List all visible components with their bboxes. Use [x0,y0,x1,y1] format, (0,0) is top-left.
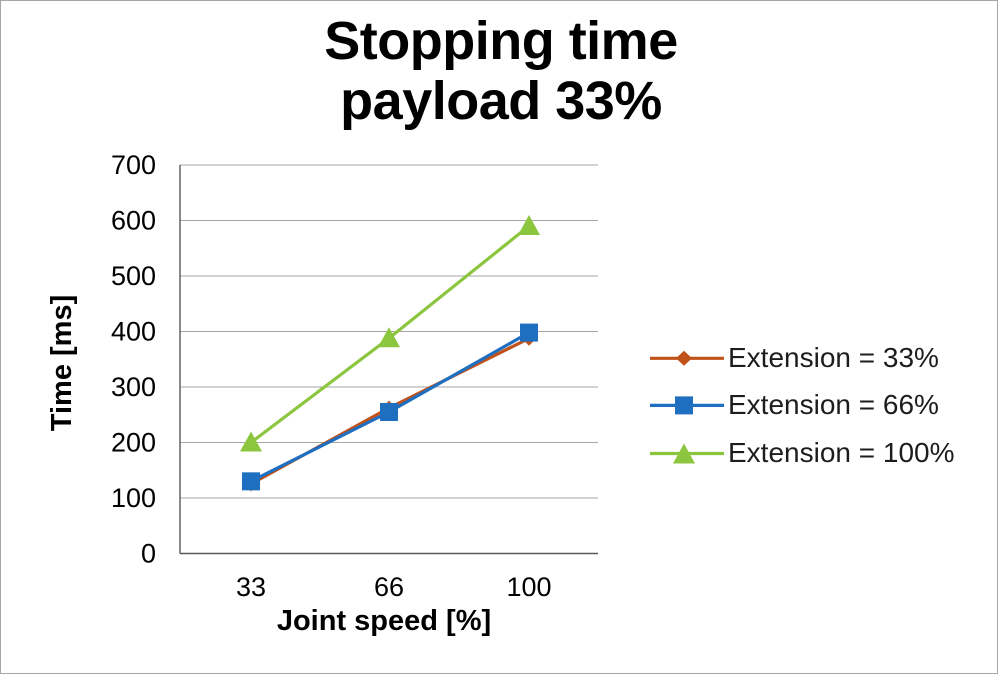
svg-text:600: 600 [111,206,156,236]
svg-text:66: 66 [374,572,404,602]
svg-text:700: 700 [111,150,156,180]
svg-text:200: 200 [111,428,156,458]
svg-text:Extension = 33%: Extension = 33% [728,342,939,373]
svg-text:Time [ms]: Time [ms] [46,295,78,431]
svg-text:400: 400 [111,317,156,347]
svg-text:Extension = 66%: Extension = 66% [728,389,939,420]
svg-text:Joint speed [%]: Joint speed [%] [277,605,491,637]
svg-text:33: 33 [236,572,266,602]
svg-text:Extension = 100%: Extension = 100% [728,437,955,468]
svg-text:100: 100 [111,483,156,513]
svg-text:500: 500 [111,261,156,291]
svg-text:0: 0 [141,539,156,569]
svg-text:300: 300 [111,372,156,402]
svg-text:100: 100 [506,572,551,602]
